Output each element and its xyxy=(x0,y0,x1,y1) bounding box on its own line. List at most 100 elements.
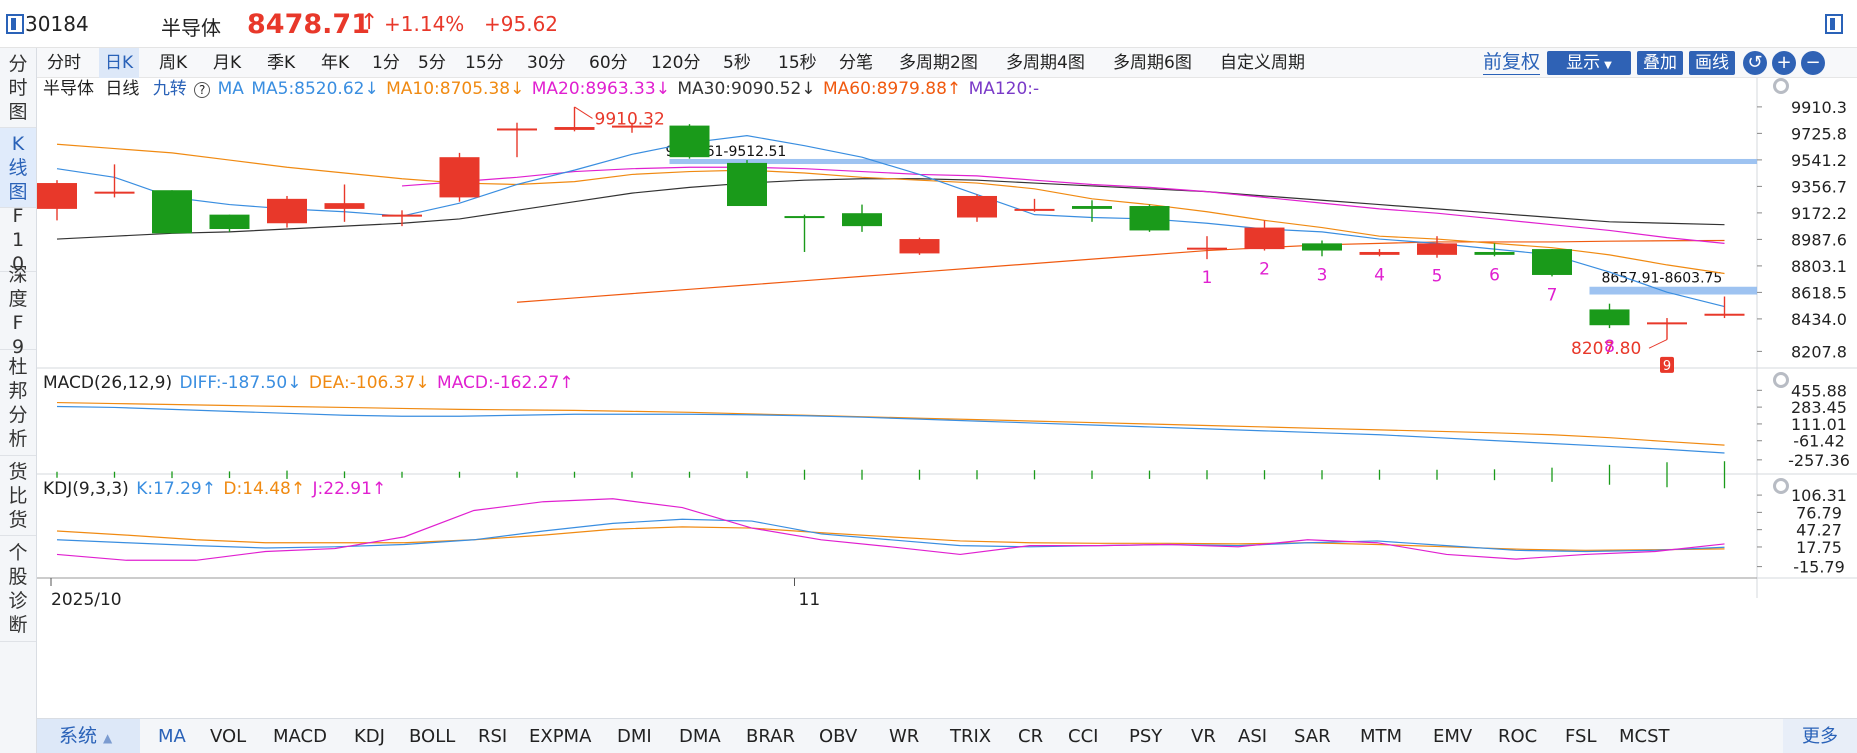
title-bar: H30184 半导体 8478.71 ↑ +1.14% +95.62 xyxy=(0,0,1857,48)
kdj-y-tick-label: 17.75 xyxy=(1796,538,1842,557)
kdj-y-tick-label: 76.79 xyxy=(1796,503,1842,522)
period-tab-1min[interactable]: 1分 xyxy=(372,53,400,73)
indicator-tab-emv[interactable]: EMV xyxy=(1433,726,1473,747)
indicator-tab-psy[interactable]: PSY xyxy=(1129,726,1163,747)
indicator-tab-mcst[interactable]: MCST xyxy=(1619,726,1670,747)
system-label: 系统 xyxy=(59,725,98,747)
period-toolbar: 分时 日K 周K 月K 季K 年K 1分 5分 15分 30分 60分 120分… xyxy=(37,48,1857,78)
candle-body xyxy=(612,125,652,128)
left-tab-compare[interactable]: 货比货 xyxy=(0,456,36,536)
indicator-tab-kdj[interactable]: KDJ xyxy=(354,726,385,747)
y-tick-label: 9356.7 xyxy=(1791,177,1847,196)
display-button[interactable]: 显示 ▼ xyxy=(1547,51,1631,75)
indicator-tab-fsl[interactable]: FSL xyxy=(1565,726,1597,747)
ma10-line xyxy=(56,143,1725,275)
indicator-tab-trix[interactable]: TRIX xyxy=(950,726,992,747)
ma30-line xyxy=(56,178,1725,240)
nine-count-label: 1 xyxy=(1202,268,1213,288)
left-tab-dupont[interactable]: 杜邦分析 xyxy=(0,350,36,456)
ma20-line xyxy=(401,166,1725,244)
overlay-button[interactable]: 叠加 xyxy=(1637,51,1683,75)
indicator-tab-brar[interactable]: BRAR xyxy=(746,726,795,747)
macd-y-tick-label: -257.36 xyxy=(1788,451,1850,470)
period-tab-day[interactable]: 日K xyxy=(99,48,140,78)
y-tick-label: 9541.2 xyxy=(1791,151,1847,170)
stock-name: 半导体 xyxy=(161,16,221,40)
indicator-tab-macd[interactable]: MACD xyxy=(273,726,327,747)
refresh-icon[interactable]: ↺ xyxy=(1743,51,1767,75)
nine-count-label: 9 xyxy=(1663,359,1671,374)
display-button-label: 显示 xyxy=(1566,53,1601,73)
help-icon[interactable]: ? xyxy=(194,82,211,98)
indicator-tab-asi[interactable]: ASI xyxy=(1238,726,1268,747)
period-tab-60min[interactable]: 60分 xyxy=(589,53,628,73)
gear-icon[interactable] xyxy=(1773,478,1789,494)
indicator-tab-wr[interactable]: WR xyxy=(889,726,920,747)
chart-area[interactable]: 9910.3 9725.8 9541.2 9356.7 9172.2 8987.6 8803… xyxy=(37,78,1857,718)
nine-count-label: 8 xyxy=(1604,337,1615,357)
period-tab-15min[interactable]: 15分 xyxy=(465,53,504,73)
legend-jiuzhuan[interactable]: 九转 xyxy=(152,79,187,99)
more-indicators-button[interactable]: 更多 xyxy=(1783,719,1857,753)
indicator-tab-expma[interactable]: EXPMA xyxy=(529,726,592,747)
period-tab-week[interactable]: 周K xyxy=(159,53,188,73)
period-tab-5min[interactable]: 5分 xyxy=(418,53,446,73)
period-tab-custom[interactable]: 自定义周期 xyxy=(1220,53,1305,73)
kline-chart-svg[interactable]: 9910.3 9725.8 9541.2 9356.7 9172.2 8987.6 8803… xyxy=(37,78,1857,718)
indicator-tab-vol[interactable]: VOL xyxy=(210,726,247,747)
main-legend: 半导体 日线 九转 ? MA MA5:8520.62↓ MA10:8705.38… xyxy=(43,79,1041,99)
period-tab-15sec[interactable]: 15秒 xyxy=(778,53,817,73)
period-tab-month[interactable]: 月K xyxy=(213,53,242,73)
indicator-tab-vr[interactable]: VR xyxy=(1191,726,1216,747)
period-tab-30min[interactable]: 30分 xyxy=(527,53,566,73)
left-tab-depth-f9[interactable]: 深度F9 xyxy=(0,264,36,358)
y-tick-label: 8987.6 xyxy=(1791,230,1847,249)
candle-body xyxy=(1359,251,1400,255)
high-price-label: 9910.32 xyxy=(595,109,665,129)
candle-body xyxy=(1474,251,1515,255)
indicator-tab-mtm[interactable]: MTM xyxy=(1360,726,1403,747)
indicator-tab-boll[interactable]: BOLL xyxy=(409,726,456,747)
period-tab-120min[interactable]: 120分 xyxy=(651,53,701,73)
zoom-in-icon[interactable]: + xyxy=(1772,51,1796,75)
candle-body xyxy=(382,214,422,217)
period-tab-timeshare[interactable]: 分时 xyxy=(47,53,81,73)
system-indicator-button[interactable]: 系统 ▲ xyxy=(37,719,140,753)
candle-body xyxy=(1129,206,1170,231)
indicator-tab-cci[interactable]: CCI xyxy=(1068,726,1099,747)
indicator-tab-obv[interactable]: OBV xyxy=(819,726,858,747)
indicator-tab-ma[interactable]: MA xyxy=(158,726,186,747)
candle-body xyxy=(1589,309,1630,326)
period-tab-year[interactable]: 年K xyxy=(321,53,350,73)
indicator-tab-cr[interactable]: CR xyxy=(1018,726,1044,747)
indicator-tab-sar[interactable]: SAR xyxy=(1294,726,1331,747)
period-tab-multi6[interactable]: 多周期6图 xyxy=(1113,53,1192,73)
legend-ma20: MA20:8963.33↓ xyxy=(531,79,670,99)
zoom-out-icon[interactable]: − xyxy=(1801,51,1825,75)
left-tab-diagnosis[interactable]: 个股诊断 xyxy=(0,536,36,642)
left-tab-kline[interactable]: K线图 xyxy=(0,128,36,208)
y-tick-label: 8207.8 xyxy=(1791,342,1847,361)
change-amount: +95.62 xyxy=(484,12,559,36)
panel-left-icon[interactable] xyxy=(6,14,24,34)
period-tab-5sec[interactable]: 5秒 xyxy=(723,53,751,73)
kdj-legend-k: K:17.29↑ xyxy=(136,479,216,499)
indicator-tab-roc[interactable]: ROC xyxy=(1498,726,1538,747)
indicator-tab-dma[interactable]: DMA xyxy=(679,726,721,747)
gear-icon[interactable] xyxy=(1773,372,1789,388)
candle-body xyxy=(94,191,135,194)
left-tab-timeshare[interactable]: 分时图 xyxy=(0,48,36,128)
period-tab-quarter[interactable]: 季K xyxy=(267,53,296,73)
draw-line-button[interactable]: 画线 xyxy=(1689,51,1735,75)
nine-count-badge xyxy=(1660,356,1674,373)
left-tab-f10[interactable]: F10 xyxy=(0,205,36,275)
period-tab-tick[interactable]: 分笔 xyxy=(839,53,873,73)
kdj-d-line xyxy=(56,526,1725,551)
indicator-tab-dmi[interactable]: DMI xyxy=(617,726,652,747)
indicator-tab-rsi[interactable]: RSI xyxy=(478,726,508,747)
adjust-dropdown[interactable]: 前复权 xyxy=(1483,51,1541,75)
period-tab-multi2[interactable]: 多周期2图 xyxy=(899,53,978,73)
period-tab-multi4[interactable]: 多周期4图 xyxy=(1006,53,1085,73)
gear-icon[interactable] xyxy=(1773,78,1789,94)
panel-right-icon[interactable] xyxy=(1825,14,1843,34)
